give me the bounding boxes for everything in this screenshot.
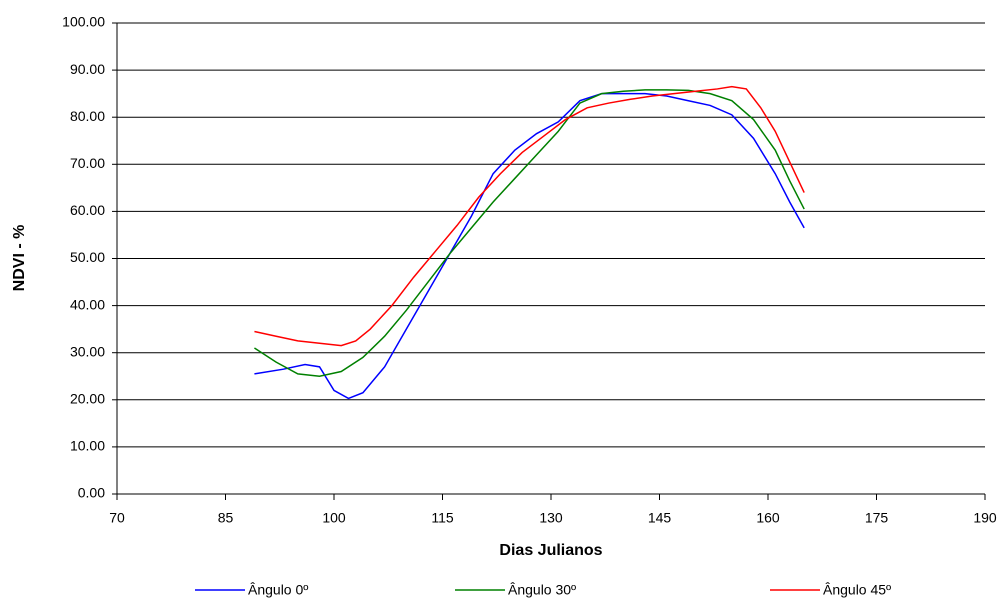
series-line: [254, 85, 805, 347]
y-tick-label: 50.00: [70, 249, 105, 265]
series-line: [254, 89, 805, 378]
y-tick-label: 70.00: [70, 155, 105, 171]
y-tick-label: 30.00: [70, 343, 105, 359]
y-tick-label: 100.00: [62, 14, 105, 30]
x-tick-label: 85: [218, 510, 234, 526]
y-tick-label: 20.00: [70, 391, 105, 407]
series-line: [254, 92, 805, 400]
y-tick-label: 60.00: [70, 202, 105, 218]
x-tick-label: 190: [973, 510, 997, 526]
legend-label: Ângulo 0º: [248, 582, 308, 598]
x-tick-label: 145: [648, 510, 672, 526]
y-tick-label: 80.00: [70, 108, 105, 124]
legend-label: Ângulo 30º: [508, 582, 576, 598]
x-axis-title: Dias Julianos: [499, 542, 602, 559]
x-tick-label: 115: [431, 510, 454, 526]
y-tick-label: 90.00: [70, 61, 105, 77]
y-tick-label: 10.00: [70, 438, 105, 454]
x-tick-label: 175: [865, 510, 889, 526]
y-tick-label: 40.00: [70, 296, 105, 312]
x-tick-label: 70: [109, 510, 125, 526]
x-tick-label: 130: [539, 510, 563, 526]
x-tick-label: 100: [322, 510, 346, 526]
y-tick-label: 0.00: [78, 485, 105, 501]
x-tick-label: 160: [756, 510, 780, 526]
y-axis-title: NDVI - %: [11, 225, 28, 292]
legend-label: Ângulo 45º: [823, 582, 891, 598]
